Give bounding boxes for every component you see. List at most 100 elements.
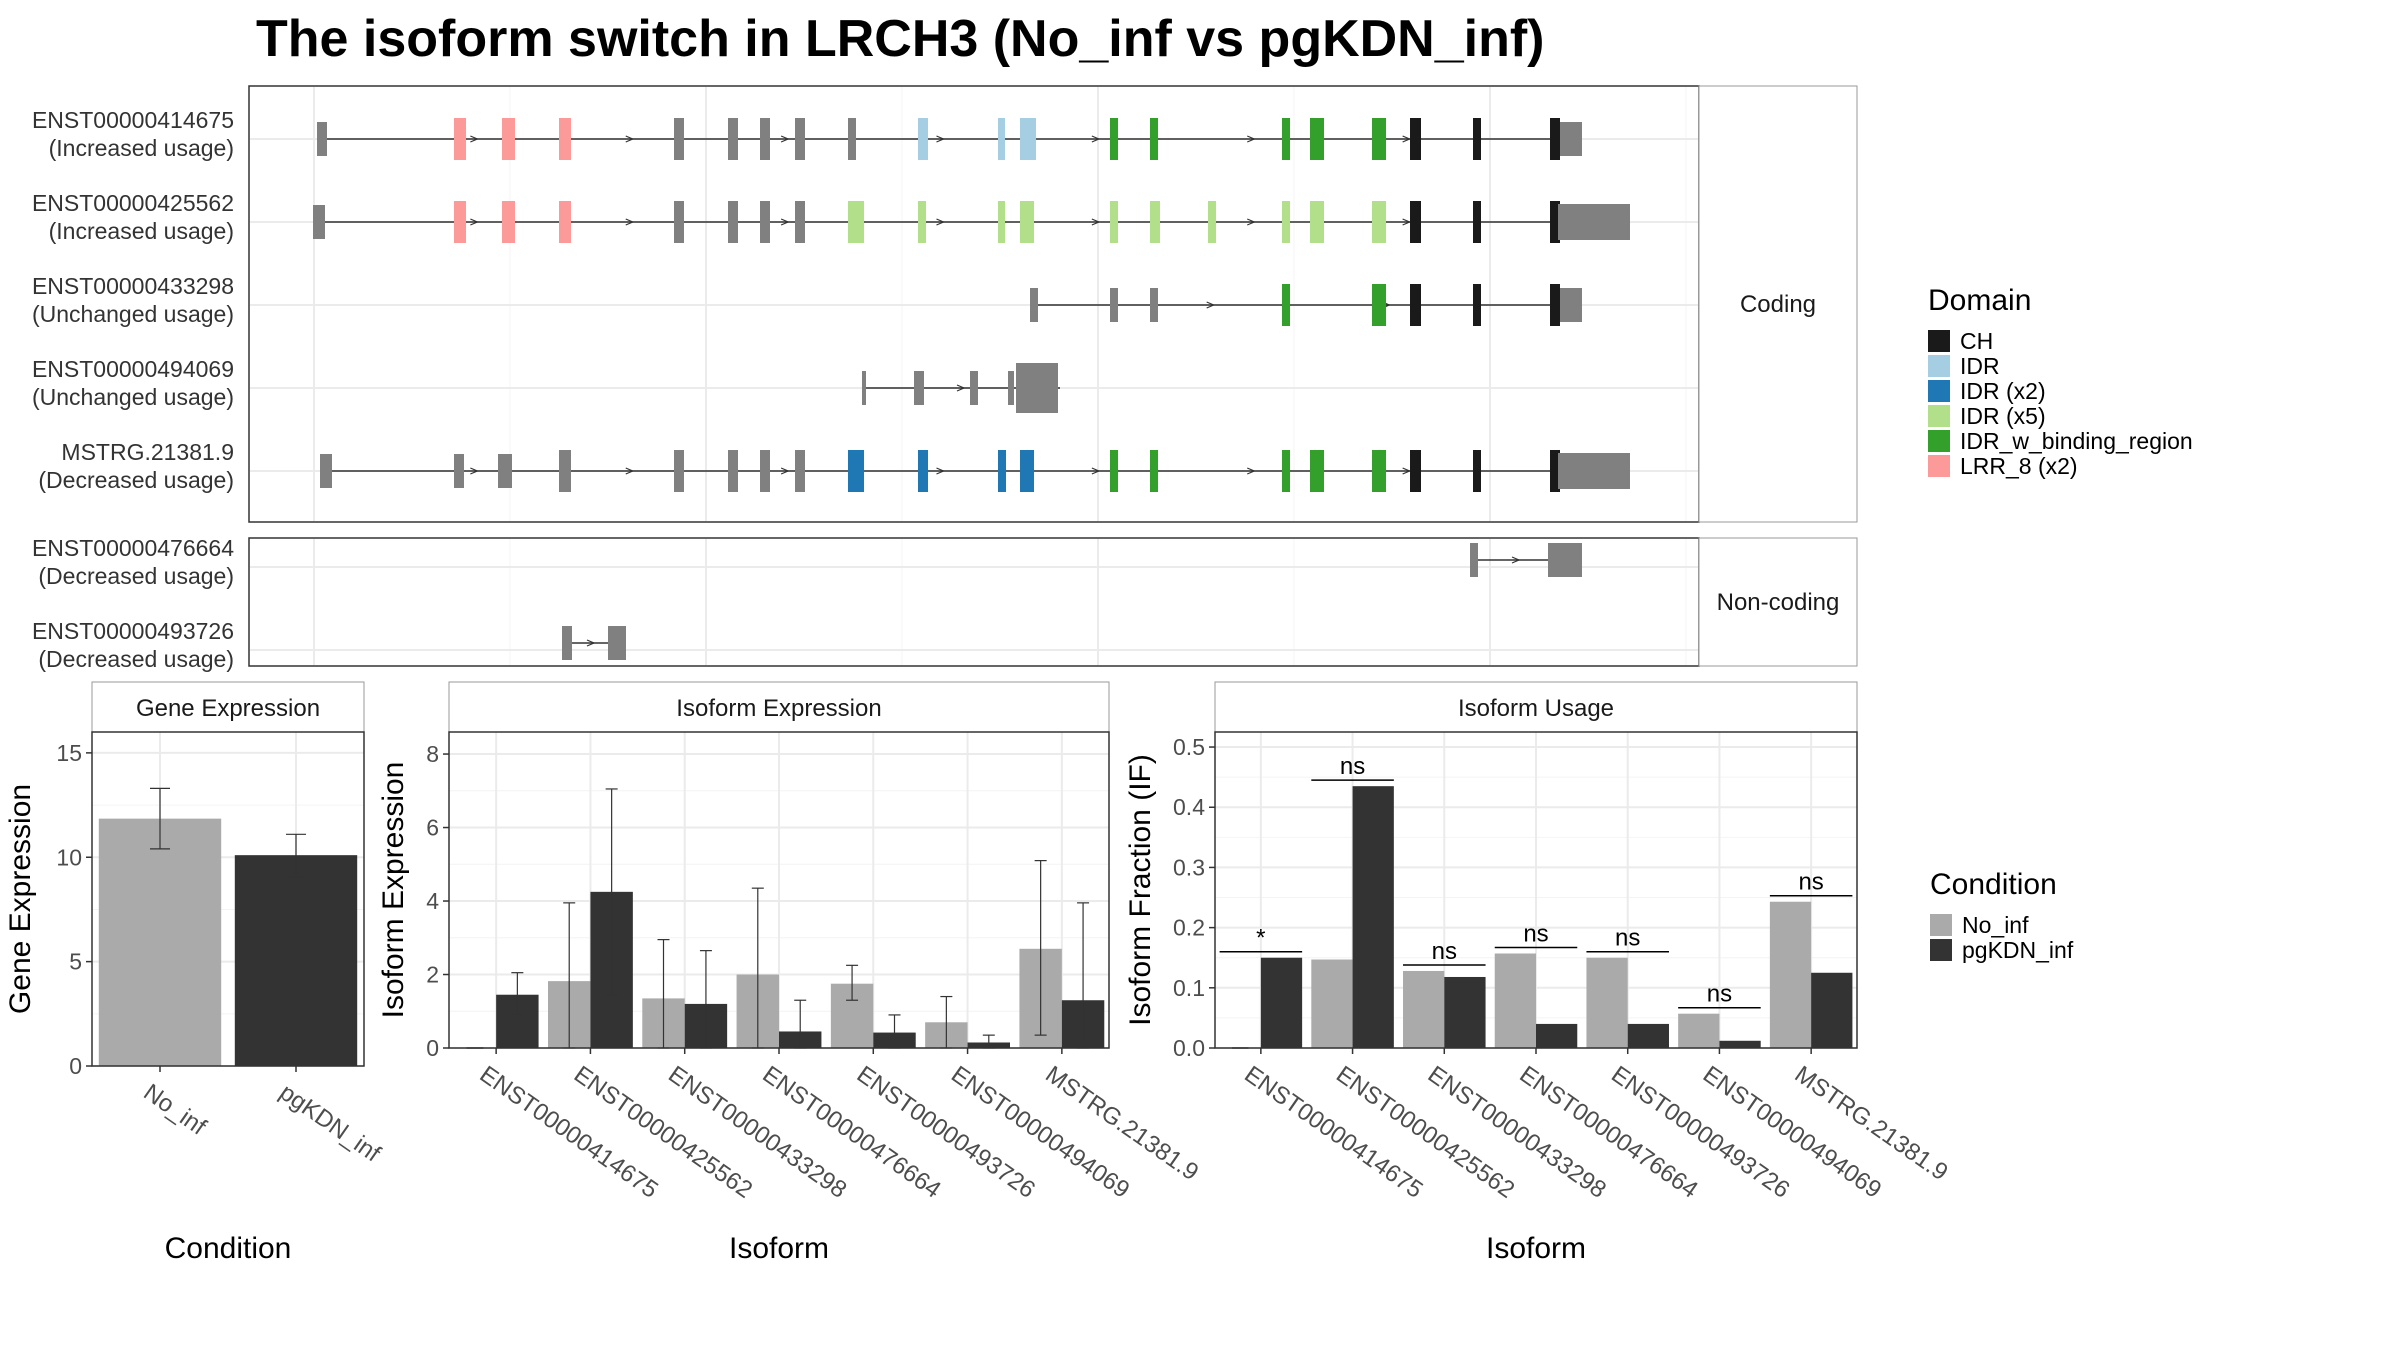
isoform-usage-chart: Isoform Usage 0.0 0.1 0.2 0.3 0.4 0.5 * ns ns ns ns… bbox=[1124, 681, 1953, 1265]
strand-arrow bbox=[936, 135, 946, 143]
transcript-usage: (Increased usage) bbox=[49, 218, 234, 244]
legend-swatch bbox=[1928, 355, 1950, 377]
bar bbox=[1260, 957, 1303, 1048]
domain-block bbox=[918, 450, 928, 492]
domain-block bbox=[1550, 284, 1560, 326]
facet-label-coding: Coding bbox=[1740, 291, 1816, 318]
domain-block bbox=[454, 201, 466, 243]
exon-block bbox=[728, 118, 738, 160]
bar bbox=[1311, 959, 1353, 1048]
strand-arrow bbox=[1091, 135, 1101, 143]
bar bbox=[1352, 786, 1394, 1048]
exon-block bbox=[760, 118, 770, 160]
strand-arrow bbox=[1402, 467, 1412, 475]
strand-arrow bbox=[1091, 467, 1101, 475]
domain-block bbox=[1110, 450, 1118, 492]
bar bbox=[1769, 901, 1812, 1048]
significance-label: ns bbox=[1340, 753, 1365, 780]
bar bbox=[1403, 970, 1445, 1048]
significance-label: ns bbox=[1432, 938, 1457, 965]
domain-block bbox=[918, 201, 926, 243]
domain-block bbox=[502, 201, 515, 243]
condition-legend-title: Condition bbox=[1930, 868, 2057, 901]
domain-block bbox=[1310, 450, 1324, 492]
domain-block bbox=[559, 201, 571, 243]
domain-block bbox=[1282, 450, 1290, 492]
noncoding-strip bbox=[1698, 537, 1858, 667]
domain-block bbox=[1410, 118, 1421, 160]
gene-expression-chart: Gene Expression 0 5 10 15 No_inf pgKDN_inf Cond… bbox=[4, 681, 385, 1265]
legend-label: IDR_w_binding_region bbox=[1960, 428, 2193, 454]
exon-block bbox=[674, 201, 684, 243]
strand-arrow bbox=[956, 384, 966, 392]
strand-arrow bbox=[936, 218, 946, 226]
domain-block bbox=[1110, 201, 1118, 243]
exon-block bbox=[1548, 543, 1582, 577]
figure-title: The isoform switch in LRCH3 (No_inf vs p… bbox=[256, 10, 1545, 68]
y-axis-label: Gene Expression bbox=[4, 784, 37, 1014]
domain-block bbox=[1110, 118, 1118, 160]
legend-swatch bbox=[1928, 380, 1950, 402]
domain-block bbox=[1550, 118, 1560, 160]
bar bbox=[1678, 1013, 1720, 1048]
transcript-id: ENST00000433298 bbox=[32, 273, 234, 299]
panel-title: Isoform Expression bbox=[676, 695, 881, 722]
bar bbox=[1586, 957, 1628, 1048]
transcript-structure-plot: Coding Non-coding ENST00000414675 (Incre… bbox=[32, 85, 1858, 672]
y-tick-label: 15 bbox=[56, 740, 82, 766]
legend-swatch bbox=[1928, 455, 1950, 477]
y-tick-label: 6 bbox=[426, 815, 439, 841]
bar bbox=[1494, 953, 1536, 1048]
exon-block bbox=[760, 450, 770, 492]
domain-block bbox=[1372, 118, 1386, 160]
domain-block bbox=[918, 118, 928, 160]
legend-label: IDR (x5) bbox=[1960, 403, 2046, 429]
facet-label-noncoding: Non-coding bbox=[1717, 589, 1840, 616]
domain-block bbox=[1020, 118, 1036, 160]
strand-arrow bbox=[780, 135, 790, 143]
exon-block bbox=[1558, 453, 1630, 489]
isoform-expression-chart: Isoform Expression02468ENST00000414675EN… bbox=[377, 681, 1203, 1265]
bar bbox=[1536, 1023, 1578, 1048]
domain-block bbox=[1550, 450, 1560, 492]
strand-arrow bbox=[1511, 556, 1521, 564]
legend-label: CH bbox=[1960, 328, 1993, 354]
exon-block bbox=[914, 371, 924, 405]
transcript-id: ENST00000493726 bbox=[32, 618, 234, 644]
transcript-usage: (Unchanged usage) bbox=[32, 301, 234, 327]
strand-arrow bbox=[936, 467, 946, 475]
x-tick-label: No_inf bbox=[139, 1079, 212, 1141]
domain-block bbox=[1150, 118, 1158, 160]
exon-block bbox=[1560, 122, 1582, 156]
transcript-id: ENST00000414675 bbox=[32, 107, 234, 133]
panel-title: Isoform Usage bbox=[1458, 695, 1614, 722]
transcript-usage: (Decreased usage) bbox=[38, 467, 234, 493]
legend-label: IDR (x2) bbox=[1960, 378, 2046, 404]
legend-label: pgKDN_inf bbox=[1962, 937, 2074, 963]
bar bbox=[234, 855, 358, 1066]
domain-block bbox=[1150, 450, 1158, 492]
transcript-tracks bbox=[313, 118, 1630, 660]
coding-strip bbox=[1698, 85, 1858, 523]
y-tick-label: 0.1 bbox=[1173, 975, 1205, 1001]
panel-strip bbox=[91, 681, 365, 733]
legend-swatch bbox=[1928, 430, 1950, 452]
domain-legend-title: Domain bbox=[1928, 284, 2031, 317]
plot-frame bbox=[91, 731, 365, 1067]
strand-arrow bbox=[1402, 218, 1412, 226]
domain-block bbox=[1282, 201, 1290, 243]
strand-arrow bbox=[1247, 135, 1256, 143]
x-tick-label: MSTRG.21381.9 bbox=[1790, 1061, 1953, 1186]
significance-label: * bbox=[1256, 925, 1265, 952]
exon-block bbox=[317, 122, 327, 156]
transcript-usage: (Unchanged usage) bbox=[32, 384, 234, 410]
transcript-usage: (Increased usage) bbox=[49, 135, 234, 161]
bar bbox=[1719, 1040, 1761, 1048]
exon-block bbox=[1016, 363, 1058, 413]
significance-label: ns bbox=[1707, 981, 1732, 1008]
domain-block bbox=[454, 118, 466, 160]
domain-block bbox=[1282, 118, 1290, 160]
y-axis-label: Isoform Fraction (IF) bbox=[1124, 754, 1157, 1026]
